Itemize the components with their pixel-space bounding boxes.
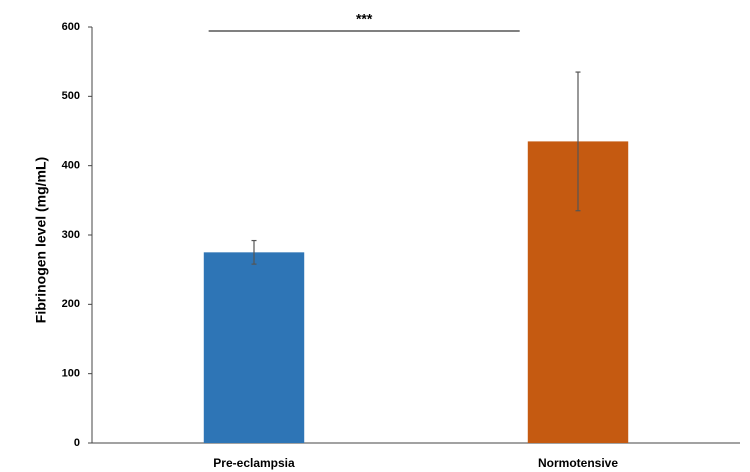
error-bar xyxy=(575,71,581,212)
y-tick-label: 500 xyxy=(62,90,80,102)
y-tick-label: 400 xyxy=(62,160,80,172)
y-tick-label: 100 xyxy=(62,368,80,380)
error-bar xyxy=(251,239,257,265)
y-tick-label: 600 xyxy=(62,21,80,33)
bar xyxy=(203,252,305,443)
significance-label: *** xyxy=(356,11,373,27)
y-tick-label: 200 xyxy=(62,298,80,310)
y-axis-title: Fibrinogen level (mg/mL) xyxy=(33,157,49,323)
y-tick-label: 300 xyxy=(62,229,80,241)
x-tick-label: Normotensive xyxy=(538,456,618,470)
y-tick-label: 0 xyxy=(74,437,80,449)
x-tick-label: Pre-eclampsia xyxy=(213,456,295,470)
